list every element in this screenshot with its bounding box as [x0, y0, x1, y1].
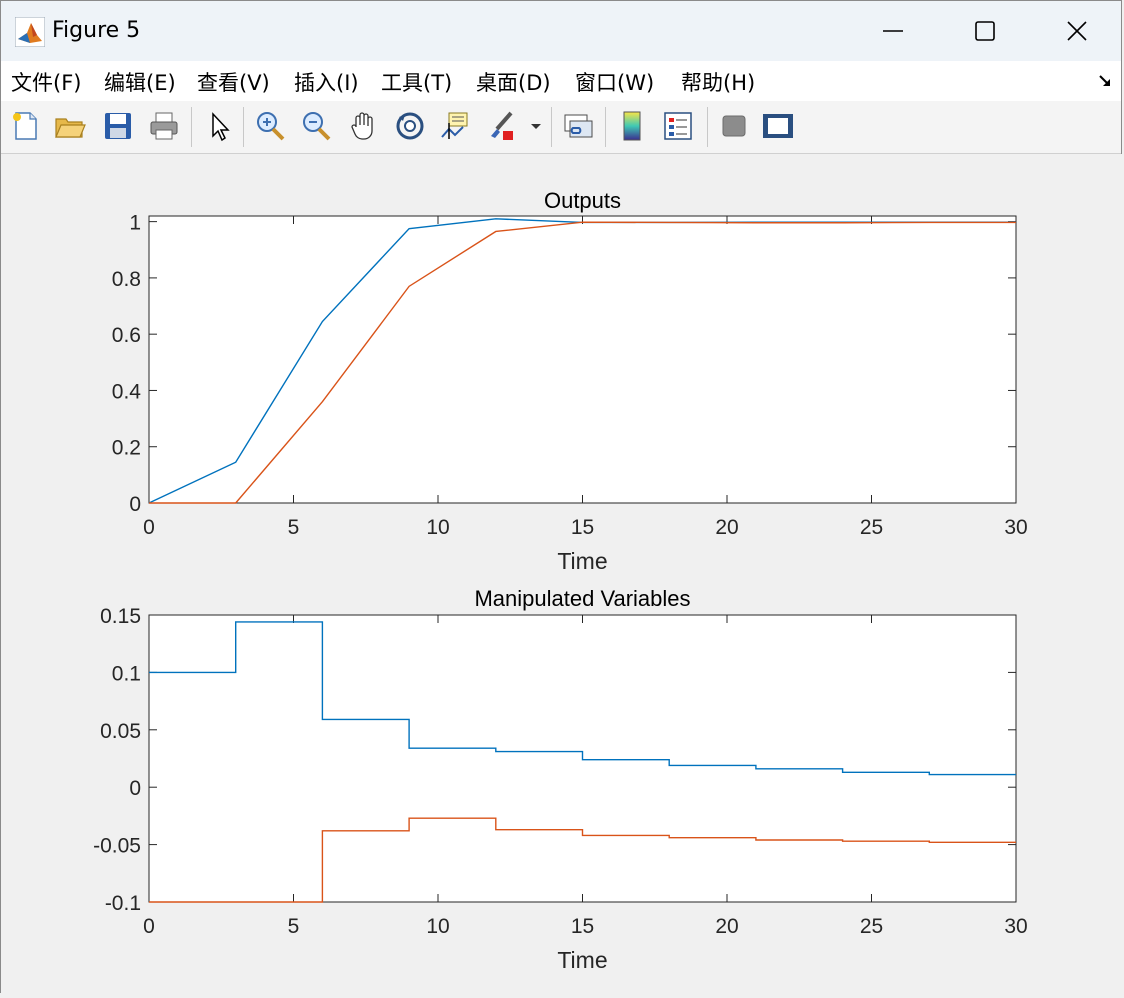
save-icon[interactable] [101, 109, 135, 143]
y-tick-label: -0.1 [105, 892, 141, 915]
y-tick-label: 1 [129, 212, 141, 235]
y-tick-label: -0.05 [93, 835, 141, 858]
outputs-axes[interactable]: Outputs Time 0 5 10 15 20 25 30 0 0.2 0.4 0.6 0.8 1 [112, 188, 1028, 574]
window-title: Figure 5 [52, 18, 141, 43]
show-plot-tools-icon[interactable] [761, 109, 795, 143]
y-tick-label: 0.4 [112, 380, 142, 403]
close-button[interactable] [1031, 1, 1123, 61]
manipulated-variables-xlabel: Time [557, 947, 607, 973]
toolbar-separator [243, 107, 244, 147]
menu-window[interactable]: 窗口(W) [575, 71, 655, 95]
x-tick-label: 25 [860, 516, 883, 539]
pan-hand-icon[interactable] [347, 109, 381, 143]
data-cursor-icon[interactable] [439, 109, 473, 143]
plots-svg: Outputs Time 0 5 10 15 20 25 3000.20.40.60.81 … [93, 188, 1028, 973]
legend-icon[interactable] [661, 109, 695, 143]
series-1-line[interactable] [149, 621, 1016, 776]
open-file-icon[interactable] [53, 109, 87, 143]
x-tick-label: 0 [143, 516, 155, 539]
outputs-title: Outputs [544, 188, 621, 213]
menu-tools[interactable]: 工具(T) [381, 71, 453, 95]
x-tick-label: 5 [288, 516, 300, 539]
y-tick-label: 0.15 [100, 605, 141, 628]
x-tick-label: 25 [860, 915, 883, 938]
zoom-in-icon[interactable] [253, 109, 287, 143]
menu-edit[interactable]: 编辑(E) [104, 71, 176, 95]
manipulated-variables-axes[interactable]: Manipulated Variables Time 0 5 10 15 20 25 30 -… [93, 586, 1028, 973]
x-tick-label: 10 [426, 915, 449, 938]
y-tick-label: 0 [129, 777, 141, 800]
rotate-3d-icon[interactable] [393, 109, 427, 143]
toolbar-separator [191, 107, 192, 147]
x-tick-label: 0 [143, 915, 155, 938]
dock-arrow-icon[interactable] [1097, 73, 1113, 89]
link-plot-icon[interactable] [561, 109, 595, 143]
menu-bar: 文件(F) 编辑(E) 查看(V) 插入(I) 工具(T) 桌面(D) 窗口(W… [1, 61, 1121, 101]
colorbar-icon[interactable] [615, 109, 649, 143]
y-tick-label: 0 [129, 493, 141, 516]
matlab-logo-icon [15, 17, 45, 47]
y-tick-label: 0.8 [112, 268, 141, 291]
toolbar-separator [605, 107, 606, 147]
x-tick-label: 20 [715, 516, 738, 539]
minimize-icon [883, 30, 903, 32]
menu-insert[interactable]: 插入(I) [294, 71, 359, 95]
menu-view[interactable]: 查看(V) [197, 71, 270, 95]
print-icon[interactable] [147, 109, 181, 143]
menu-help[interactable]: 帮助(H) [681, 71, 756, 95]
x-tick-label: 15 [571, 915, 594, 938]
y-tick-label: 0.05 [100, 720, 141, 743]
x-tick-label: 15 [571, 516, 594, 539]
zoom-out-icon[interactable] [299, 109, 333, 143]
toolbar-separator [707, 107, 708, 147]
new-figure-icon[interactable] [9, 109, 43, 143]
x-tick-label: 30 [1004, 516, 1027, 539]
hide-plot-tools-icon[interactable] [717, 109, 751, 143]
maximize-button[interactable] [939, 1, 1031, 61]
figure-canvas: Outputs Time 0 5 10 15 20 25 30 0 0.2 0.4 0.6 0.8 1 … [1, 154, 1123, 994]
brush-icon[interactable] [485, 109, 519, 143]
menu-file[interactable]: 文件(F) [11, 71, 82, 95]
menu-desktop[interactable]: 桌面(D) [476, 71, 551, 95]
brush-dropdown-icon[interactable] [527, 109, 545, 143]
manipulated-variables-title: Manipulated Variables [474, 586, 690, 611]
series-2-line[interactable] [149, 817, 1016, 903]
minimize-button[interactable] [847, 1, 939, 61]
maximize-icon [975, 21, 995, 41]
outputs-plot-area[interactable] [148, 215, 1017, 504]
x-tick-label: 5 [288, 915, 300, 938]
select-pointer-icon[interactable] [203, 109, 237, 143]
x-tick-label: 30 [1004, 915, 1027, 938]
title-bar[interactable]: Figure 5 [1, 1, 1121, 61]
y-tick-label: 0.2 [112, 437, 141, 460]
y-tick-label: 0.6 [112, 324, 141, 347]
figure-toolbar [1, 101, 1121, 154]
x-tick-label: 20 [715, 915, 738, 938]
series-2-line[interactable] [149, 221, 1016, 504]
close-icon [1067, 21, 1087, 41]
x-tick-label: 10 [426, 516, 449, 539]
y-tick-label: 0.1 [112, 662, 141, 685]
outputs-xlabel: Time [557, 548, 607, 574]
toolbar-separator [551, 107, 552, 147]
